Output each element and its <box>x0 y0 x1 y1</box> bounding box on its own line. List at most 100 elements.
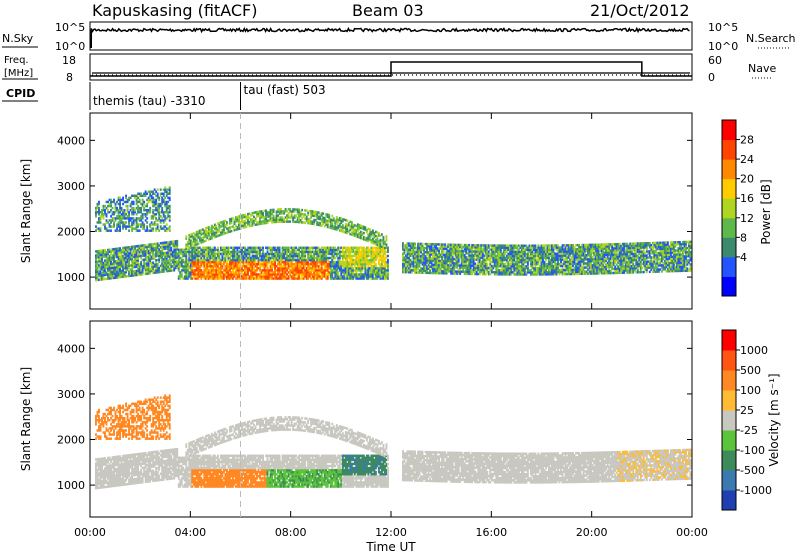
power-cell <box>116 208 118 212</box>
power-cell <box>129 264 132 267</box>
power-cell <box>117 211 120 214</box>
power-cell <box>153 215 156 218</box>
power-cell <box>116 217 118 220</box>
power-cell <box>102 217 105 220</box>
power-cell <box>153 208 156 212</box>
power-cell <box>137 271 140 275</box>
power-cell <box>125 227 128 230</box>
power-cell <box>382 235 385 239</box>
power-cell <box>108 269 111 272</box>
power-cell <box>117 198 120 202</box>
power-cell <box>131 229 134 232</box>
power-cell <box>131 200 134 204</box>
power-cell <box>143 192 146 195</box>
power-cell <box>131 268 134 271</box>
power-cell <box>123 223 126 226</box>
power-cell <box>126 266 129 270</box>
power-cell <box>132 272 135 275</box>
power-cell <box>95 278 97 282</box>
power-cell <box>120 261 123 264</box>
power-cell <box>95 250 97 253</box>
power-cell <box>155 263 158 266</box>
power-cell <box>104 269 106 273</box>
power-cell <box>119 208 122 212</box>
power-cell <box>141 200 144 204</box>
power-cell <box>114 255 117 259</box>
power-cell <box>99 261 102 265</box>
power-cell <box>140 273 143 276</box>
power-cell <box>107 248 109 252</box>
power-cell <box>137 204 140 208</box>
power-cell <box>147 270 150 273</box>
power-cell <box>185 235 188 238</box>
power-cell <box>122 227 125 230</box>
power-cell <box>114 272 117 275</box>
power-cell <box>155 244 158 248</box>
power-cell <box>164 211 167 214</box>
power-cell <box>102 251 105 254</box>
power-cell <box>147 257 150 261</box>
power-cell <box>152 196 155 200</box>
power-cell <box>102 273 105 277</box>
power-cell <box>152 257 155 260</box>
power-cell <box>164 247 167 251</box>
power-cell <box>386 246 389 250</box>
power-cell <box>123 271 126 274</box>
power-cell <box>159 188 162 191</box>
power-cell <box>156 194 159 198</box>
power-cell <box>129 247 132 251</box>
power-cell <box>107 269 109 272</box>
power-cell <box>164 259 167 263</box>
power-cell <box>105 227 108 230</box>
power-cell <box>119 271 122 275</box>
power-cell <box>141 217 144 220</box>
power-cell <box>123 225 126 228</box>
power-cell <box>137 251 140 254</box>
power-cell <box>128 223 131 226</box>
power-cell <box>131 270 134 273</box>
power-cell <box>155 223 158 226</box>
power-cell <box>132 221 135 224</box>
power-cell <box>123 258 126 262</box>
power-cell <box>131 260 134 263</box>
power-cell <box>123 267 126 270</box>
power-cell <box>104 255 106 258</box>
power-cell <box>111 266 114 270</box>
power-cell <box>99 253 102 257</box>
power-cell <box>150 223 153 226</box>
power-cell <box>134 219 137 222</box>
power-cell <box>158 208 161 212</box>
power-cell <box>119 221 122 224</box>
power-cell <box>96 276 99 280</box>
power-cell <box>117 249 120 252</box>
power-cell <box>125 246 128 249</box>
power-cell <box>132 223 135 226</box>
power-cell <box>119 273 122 277</box>
power-cell <box>161 268 164 271</box>
power-cell <box>144 266 147 269</box>
power-cell <box>102 275 105 279</box>
power-cell <box>107 252 109 256</box>
power-cell <box>108 277 111 280</box>
power-cell <box>108 223 111 226</box>
power-cell <box>144 208 147 212</box>
power-cell <box>140 219 143 222</box>
power-cell <box>99 268 102 271</box>
power-cell <box>99 227 102 230</box>
power-cell <box>262 211 264 215</box>
power-cell <box>126 200 129 204</box>
power-cell <box>114 274 117 277</box>
power-cell <box>155 267 158 270</box>
power-cell <box>113 260 115 263</box>
power-cell <box>140 225 143 228</box>
power-cell <box>149 243 152 246</box>
power-cell <box>147 253 150 257</box>
freq-tick-bottom: 8 <box>66 71 73 84</box>
power-cell <box>143 262 146 266</box>
power-cell <box>122 273 125 276</box>
power-cell <box>156 262 159 266</box>
power-cell <box>149 261 152 265</box>
power-cell <box>135 251 138 254</box>
power-cell <box>123 246 126 250</box>
power-cell <box>117 208 120 212</box>
